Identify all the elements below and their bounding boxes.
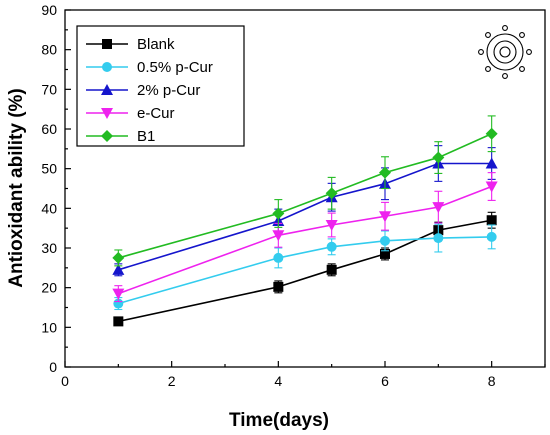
legend: Blank 0.5% p-Cur 2% p-Cur e-Cur B1 [76, 25, 245, 147]
data-point [112, 288, 125, 300]
data-point [112, 263, 125, 275]
legend-marker [102, 39, 112, 49]
data-point [379, 211, 391, 223]
x-tick-label: 8 [488, 373, 496, 389]
y-tick-label: 90 [41, 2, 57, 18]
legend-items: Blank 0.5% p-Cur 2% p-Cur e-Cur B1 [86, 36, 213, 145]
legend-label: e-Cur [137, 105, 175, 122]
data-point [325, 187, 338, 200]
data-point [326, 264, 337, 275]
series-line [118, 133, 492, 259]
series-layer [112, 115, 498, 327]
legend-label: 0.5% p-Cur [137, 59, 213, 76]
x-tick-label: 6 [381, 373, 389, 389]
data-point [486, 215, 497, 226]
legend-label: 2% p-Cur [137, 82, 200, 99]
molecule-icon [478, 25, 532, 79]
y-tick-label: 40 [41, 200, 57, 216]
data-point [325, 219, 338, 231]
data-point [379, 166, 391, 179]
data-point [113, 316, 124, 327]
y-tick-label: 60 [41, 121, 57, 137]
legend-item: e-Cur [86, 105, 175, 122]
x-tick-label: 2 [168, 373, 176, 389]
series-line [118, 236, 492, 305]
data-point [112, 251, 125, 264]
x-axis-title: Time(days) [229, 410, 329, 431]
data-point [273, 252, 284, 263]
series-3 [112, 172, 498, 303]
x-tick-label: 4 [274, 373, 282, 389]
series-2 [112, 145, 498, 277]
data-point [432, 202, 445, 214]
series-line [118, 185, 492, 295]
data-point [485, 127, 498, 140]
legend-item: Blank [86, 36, 175, 53]
legend-marker [101, 130, 113, 142]
data-point [380, 235, 390, 246]
data-point [380, 248, 390, 259]
legend-label: Blank [137, 36, 175, 53]
legend-marker [102, 62, 112, 72]
legend-marker [101, 84, 113, 95]
data-point [433, 233, 444, 244]
data-point [272, 230, 285, 242]
series-1 [113, 223, 497, 311]
legend-marker [101, 108, 113, 119]
y-tick-label: 50 [41, 161, 57, 177]
data-point [272, 207, 285, 220]
legend-item: B1 [86, 128, 155, 145]
series-line [118, 219, 492, 323]
series-line [118, 162, 492, 271]
y-tick-label: 80 [41, 42, 57, 58]
legend-item: 2% p-Cur [86, 82, 200, 99]
legend-label: B1 [137, 128, 155, 145]
data-point [486, 231, 497, 242]
data-point [432, 151, 445, 164]
legend-item: 0.5% p-Cur [86, 59, 213, 76]
data-point [485, 157, 498, 169]
data-point [273, 281, 284, 292]
data-point [326, 241, 337, 252]
y-tick-label: 30 [41, 240, 57, 256]
y-axis-title: Antioxidant ability (%) [6, 88, 27, 288]
y-tick-label: 10 [41, 319, 57, 335]
y-tick-label: 70 [41, 81, 57, 97]
x-tick-label: 0 [61, 373, 69, 389]
y-tick-label: 20 [41, 280, 57, 296]
data-point [485, 181, 498, 193]
y-tick-label: 0 [49, 359, 57, 375]
series-4 [112, 115, 498, 267]
